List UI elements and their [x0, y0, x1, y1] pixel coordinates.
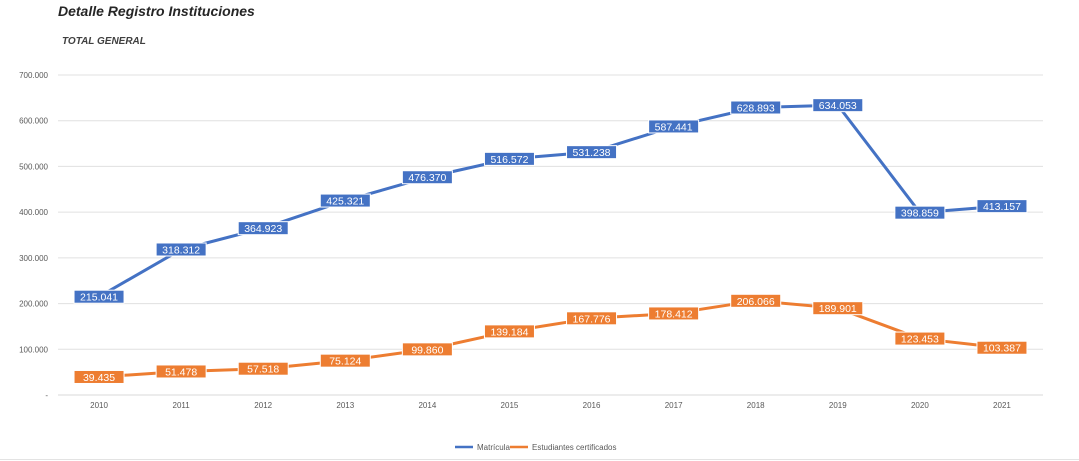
data-label-box [730, 100, 782, 115]
x-tick-label: 2015 [501, 401, 519, 410]
data-label: 425.321 [326, 196, 364, 208]
series-line-matricula [97, 103, 1004, 299]
data-label-box [648, 119, 700, 134]
data-label-box [894, 205, 946, 220]
data-label: 139.184 [490, 326, 528, 338]
y-tick-label: 400.000 [19, 208, 48, 217]
y-tick-label: 600.000 [19, 117, 48, 126]
y-tick-label: 100.000 [19, 345, 48, 354]
data-label-box [566, 311, 618, 326]
x-tick-label: 2011 [173, 401, 191, 410]
data-label-box [401, 170, 453, 185]
data-label-box [566, 145, 618, 160]
x-tick-label: 2014 [418, 401, 436, 410]
chart-subtitle: TOTAL GENERAL [62, 36, 146, 47]
data-label-box [894, 331, 946, 346]
y-tick-label: 300.000 [19, 254, 48, 263]
data-label-box [155, 364, 207, 379]
data-label: 628.893 [737, 103, 775, 115]
data-label: 123.453 [901, 334, 939, 346]
x-tick-label: 2021 [993, 401, 1011, 410]
data-label: 318.312 [162, 244, 200, 256]
data-label: 99.860 [411, 344, 443, 356]
x-tick-label: 2013 [336, 401, 354, 410]
y-tick-label: 700.000 [19, 71, 48, 80]
data-label: 364.923 [244, 223, 282, 235]
data-label-box [237, 361, 289, 376]
y-tick-label: 500.000 [19, 162, 48, 171]
x-tick-label: 2020 [911, 401, 929, 410]
data-label: 39.435 [83, 372, 115, 384]
data-label-box [483, 151, 535, 166]
data-label: 57.518 [247, 364, 279, 376]
x-tick-label: 2018 [747, 401, 765, 410]
data-label: 413.157 [983, 201, 1021, 213]
series-line-certificados [97, 299, 1004, 379]
data-label: 634.053 [819, 100, 857, 112]
data-label: 398.859 [901, 208, 939, 220]
data-label-box [812, 98, 864, 113]
data-label: 75.124 [329, 356, 361, 368]
data-label-box [483, 324, 535, 339]
data-label-box [237, 221, 289, 236]
data-label-box [73, 369, 125, 384]
data-label: 587.441 [655, 121, 693, 133]
data-label-box [812, 301, 864, 316]
data-label: 167.776 [573, 313, 611, 325]
data-label-box [976, 199, 1028, 214]
chart-title: Detalle Registro Instituciones [58, 3, 255, 19]
x-tick-label: 2017 [665, 401, 683, 410]
data-label-box [73, 289, 125, 304]
x-tick-label: 2012 [254, 401, 272, 410]
data-label: 206.066 [737, 296, 775, 308]
x-tick-label: 2019 [829, 401, 847, 410]
data-label: 103.387 [983, 343, 1021, 355]
data-label-box [155, 242, 207, 257]
data-label-box [730, 293, 782, 308]
data-label: 476.370 [408, 172, 446, 184]
data-label-box [648, 306, 700, 321]
legend-item-matricula: Matrícula [477, 443, 510, 452]
data-label-box [319, 353, 371, 368]
data-label: 531.238 [573, 147, 611, 159]
data-label: 189.901 [819, 303, 857, 315]
data-label: 178.412 [655, 308, 693, 320]
data-label-box [319, 193, 371, 208]
data-label: 516.572 [490, 154, 528, 166]
data-label: 215.041 [80, 292, 118, 304]
bottom-divider [0, 459, 1079, 460]
data-label: 51.478 [165, 366, 197, 378]
x-tick-label: 2016 [583, 401, 601, 410]
x-tick-label: 2010 [90, 401, 108, 410]
data-label-box [976, 340, 1028, 355]
y-tick-label: 200.000 [19, 300, 48, 309]
legend-item-certificados: Estudiantes certificados [532, 443, 617, 452]
data-label-box [401, 342, 453, 357]
y-tick-label: - [45, 391, 48, 400]
